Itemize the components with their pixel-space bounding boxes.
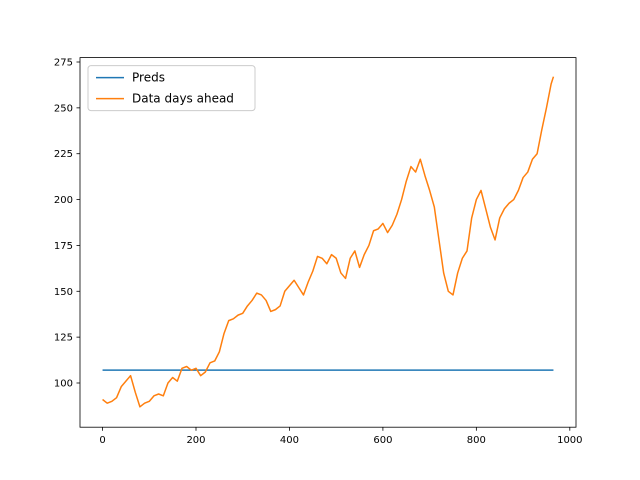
y-tick-label: 150 (54, 287, 73, 298)
y-tick-label: 100 (54, 378, 73, 389)
x-tick-label: 400 (280, 435, 299, 446)
x-tick-label: 1000 (557, 435, 582, 446)
y-tick-label: 275 (54, 58, 73, 69)
x-tick-label: 200 (186, 435, 205, 446)
y-tick-label: 225 (54, 149, 73, 160)
legend-box (87, 65, 256, 112)
x-tick-label: 600 (373, 435, 392, 446)
y-tick-label: 125 (54, 333, 73, 344)
y-tick-label: 200 (54, 195, 73, 206)
legend-label: Data days ahead (132, 92, 234, 106)
y-tick-label: 175 (54, 241, 73, 252)
series-line (102, 76, 555, 408)
x-tick-label: 800 (467, 435, 486, 446)
legend-label: Preds (132, 71, 165, 85)
y-tick-label: 250 (54, 103, 73, 114)
x-tick-label: 0 (99, 435, 105, 446)
axes-frame (79, 57, 577, 428)
